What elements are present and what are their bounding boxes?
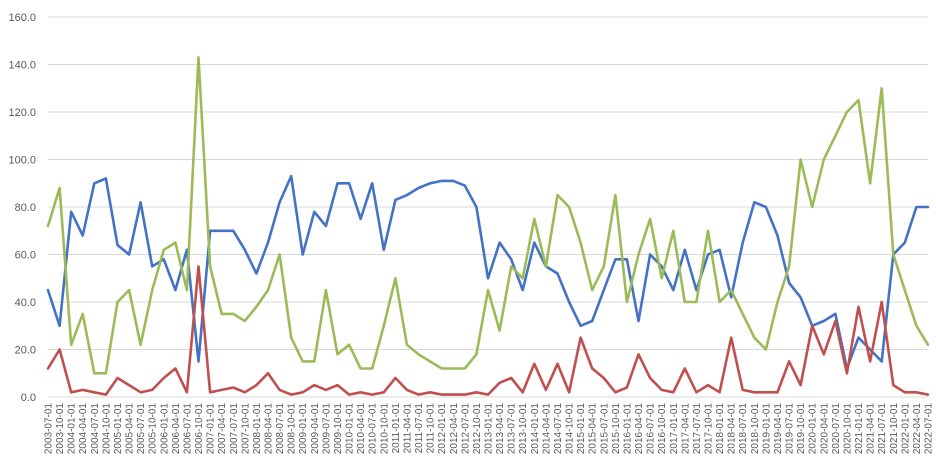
x-tick-label: 2021-07-01 [877,403,888,455]
x-tick-label: 2010-10-01 [379,403,390,455]
x-tick-label: 2010-07-01 [368,403,379,455]
x-tick-label: 2017-10-01 [704,403,715,455]
x-tick-label: 2020-07-01 [831,403,842,455]
x-tick-label: 2020-04-01 [819,403,830,455]
x-tick-label: 2004-10-01 [101,403,112,455]
x-tick-label: 2019-04-01 [773,403,784,455]
x-tick-label: 2012-07-01 [460,403,471,455]
x-tick-label: 2017-01-01 [669,403,680,455]
x-tick-label: 2014-01-01 [530,403,541,455]
x-tick-label: 2008-04-01 [264,403,275,455]
x-tick-label: 2013-04-01 [495,403,506,455]
x-tick-label: 2009-10-01 [333,403,344,455]
x-tick-label: 2014-07-01 [553,403,564,455]
x-tick-label: 2014-04-01 [541,403,552,455]
y-tick-label: 80.0 [15,202,36,214]
x-tick-label: 2006-07-01 [182,403,193,455]
x-tick-label: 2008-01-01 [252,403,263,455]
x-tick-label: 2014-10-01 [565,403,576,455]
x-tick-label: 2020-10-01 [842,403,853,455]
x-tick-label: 2013-07-01 [507,403,518,455]
series-line-1 [46,174,930,370]
x-tick-label: 2005-07-01 [136,403,147,455]
x-tick-label: 2004-04-01 [78,403,89,455]
x-tick-label: 2016-01-01 [622,403,633,455]
series-line-2 [46,56,930,375]
x-tick-label: 2011-07-01 [414,403,425,454]
x-tick-label: 2017-04-01 [680,403,691,455]
x-tick-label: 2010-01-01 [345,403,356,455]
x-tick-label: 2010-04-01 [356,403,367,455]
x-tick-label: 2022-01-01 [900,403,911,455]
x-tick-label: 2019-07-01 [785,403,796,455]
x-tick-label: 2013-01-01 [484,403,495,455]
x-tick-label: 2007-04-01 [217,403,228,455]
x-tick-label: 2020-01-01 [808,403,819,455]
y-axis-ticks: 0.0 20.0 40.0 60.0 80.0 100.0 120.0 140.0 160.0 [8,12,36,404]
x-tick-label: 2019-10-01 [796,403,807,455]
x-tick-label: 2016-07-01 [646,403,657,455]
x-tick-label: 2021-04-01 [866,403,877,455]
x-tick-label: 2007-07-01 [229,403,240,455]
x-tick-label: 2012-04-01 [449,403,460,455]
x-tick-label: 2008-10-01 [287,403,298,455]
y-tick-label: 120.0 [8,107,36,119]
x-tick-label: 2015-07-01 [599,403,610,455]
y-tick-label: 100.0 [8,155,36,167]
x-tick-label: 2015-04-01 [588,403,599,455]
x-tick-label: 2006-10-01 [194,403,205,455]
series-line-3 [46,265,930,396]
x-tick-label: 2012-01-01 [437,403,448,455]
x-tick-label: 2018-10-01 [750,403,761,455]
x-tick-label: 2004-07-01 [90,403,101,455]
x-tick-label: 2019-01-01 [761,403,772,455]
series-lines [46,56,930,396]
x-tick-label: 2011-04-01 [402,403,413,454]
x-tick-label: 2018-04-01 [727,403,738,455]
y-tick-label: 20.0 [15,345,36,357]
x-axis-ticks: 2003-07-01 2003-10-01 2004-01-01 2004-04-01… [44,403,935,455]
x-tick-label: 2005-01-01 [113,403,124,455]
x-tick-label: 2022-04-01 [912,403,923,455]
x-tick-label: 2018-01-01 [715,403,726,455]
x-tick-label: 2015-10-01 [611,403,622,455]
x-tick-label: 2008-07-01 [275,403,286,455]
x-tick-label: 2013-10-01 [518,403,529,455]
x-tick-label: 2004-01-01 [67,403,78,455]
y-tick-label: 60.0 [15,250,36,262]
x-tick-label: 2003-07-01 [44,403,55,455]
x-tick-label: 2022-07-01 [924,403,935,455]
y-tick-label: 140.0 [8,60,36,72]
x-tick-label: 2006-01-01 [159,403,170,455]
x-tick-label: 2011-01-01 [391,403,402,454]
x-tick-label: 2009-04-01 [310,403,321,455]
x-tick-label: 2007-01-01 [206,403,217,455]
x-tick-label: 2016-10-01 [657,403,668,455]
y-tick-label: 0.0 [21,392,36,404]
x-tick-label: 2016-04-01 [634,403,645,455]
x-tick-label: 2009-07-01 [321,403,332,455]
x-tick-label: 2011-10-01 [426,403,437,454]
x-tick-label: 2006-04-01 [171,403,182,455]
y-tick-label: 160.0 [8,12,36,24]
x-tick-label: 2018-07-01 [738,403,749,455]
y-tick-label: 40.0 [15,297,36,309]
x-tick-label: 2012-10-01 [472,403,483,455]
x-tick-label: 2021-01-01 [854,403,865,455]
x-tick-label: 2005-04-01 [125,403,136,455]
x-tick-label: 2009-01-01 [298,403,309,455]
x-tick-label: 2003-10-01 [55,403,66,455]
x-tick-label: 2007-10-01 [240,403,251,455]
x-tick-label: 2021-10-01 [889,403,900,455]
x-tick-label: 2017-07-01 [692,403,703,455]
x-tick-label: 2005-10-01 [148,403,159,455]
x-tick-label: 2015-01-01 [576,403,587,455]
